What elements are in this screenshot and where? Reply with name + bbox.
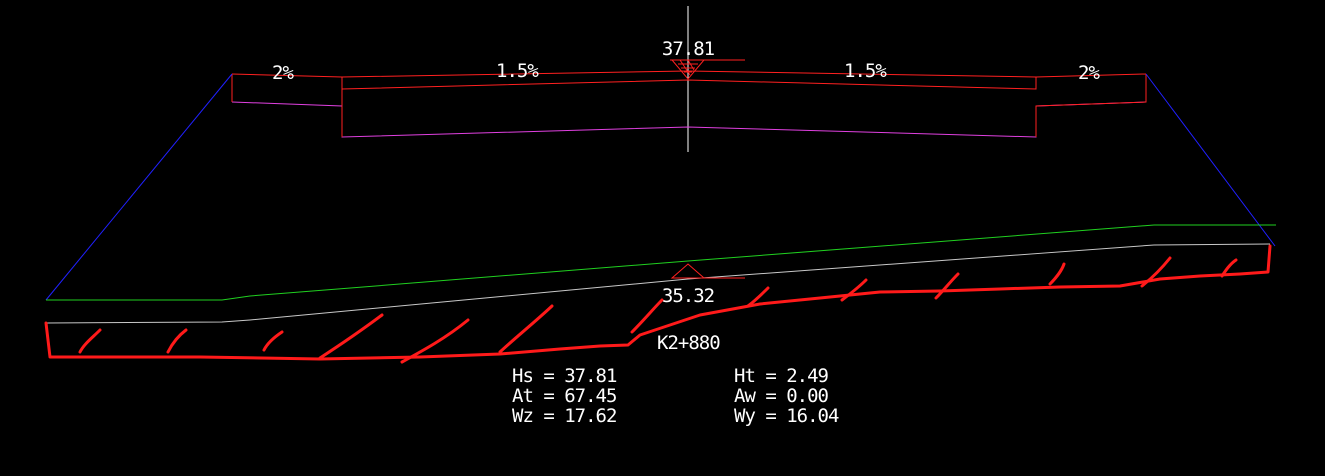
pavement-top-surface [231,70,1147,78]
crown-elevation-marker [670,59,745,80]
right-shoulder-outline [1035,74,1147,137]
left-shoulder-slope-label: 2% [272,62,294,84]
pavement-bottom-surface [231,101,1147,138]
right-shoulder-slope-label: 2% [1078,62,1100,84]
original-ground-line [46,224,1276,301]
stripped-ground-line [45,243,1271,324]
stat-wy: Wy = 16.04 [734,405,839,427]
benching-markup-hatches [78,256,1238,364]
stat-aw: Aw = 0.00 [734,385,829,407]
crown-elevation-label: 37.81 [662,38,715,60]
left-fill-slope [45,73,233,301]
right-lane-slope-label: 1.5% [844,60,887,82]
right-fill-slope [1145,73,1276,247]
stat-at: At = 67.45 [512,385,616,407]
left-lane-edge [341,77,1037,90]
stat-wz: Wz = 17.62 [512,405,616,427]
ground-elevation-label: 35.32 [662,285,714,307]
left-lane-slope-label: 1.5% [496,60,539,82]
station-label: K2+880 [657,332,720,354]
stat-ht: Ht = 2.49 [734,365,829,387]
benching-markup-outline [44,244,1272,361]
stat-hs: Hs = 37.81 [512,365,617,387]
ground-elevation-marker [670,263,745,279]
